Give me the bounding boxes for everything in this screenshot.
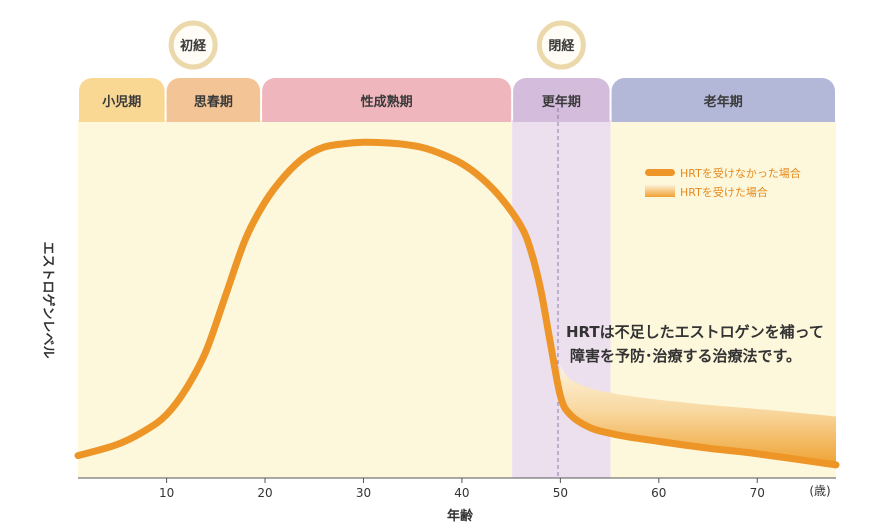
y-axis-title: エストロゲンレベル [40,241,56,358]
x-tick-label-4: 50 [553,486,568,500]
annotation: HRTは不足したエストロゲンを補って 障害を予防･治療する治療法です。 [566,323,824,365]
life-stage-label-3: 更年期 [542,94,581,110]
x-tick-label-2: 30 [356,486,371,500]
x-axis-ticks: 10 20 30 40 50 60 70 [159,478,765,500]
life-stage-label-2: 性成熟期 [361,94,413,110]
event-markers: 初経 閉経 [168,20,586,70]
life-stage-headers: 小児期 思春期 性成熟期 更年期 老年期 [79,78,835,122]
x-tick-label-3: 40 [454,486,469,500]
hrt-series-area [560,366,836,465]
legend-label-no-hrt: HRTを受けなかった場合 [680,166,801,180]
legend-swatch-hrt [645,185,675,197]
x-tick-label-6: 70 [750,486,765,500]
no-hrt-series-line [74,138,840,469]
life-stage-band-0 [78,120,166,478]
life-stage-tab-base-2 [262,100,512,122]
legend-label-hrt: HRTを受けた場合 [680,185,768,199]
life-stage-label-4: 老年期 [703,94,743,110]
life-stage-tab-base-1 [166,100,261,122]
event-marker-1 [536,20,586,70]
life-stage-band-1 [165,120,262,478]
annotation-line-2: 障害を予防･治療する治療法です。 [570,347,801,365]
legend: HRTを受けなかった場合 HRTを受けた場合 [645,166,801,199]
life-stage-tab-base-0 [79,100,165,122]
x-axis-unit: (歳) [809,484,830,498]
event-label-1: 閉経 [548,38,575,54]
x-axis-title: 年齢 [447,508,474,524]
event-label-0: 初経 [180,38,207,54]
event-marker-0 [168,20,218,70]
life-stage-tab-base-4 [611,100,835,122]
life-stage-tab-base-3 [513,100,610,122]
x-tick-label-5: 60 [651,486,666,500]
life-stage-band-2 [261,120,513,478]
x-axis: 10 20 30 40 50 60 70 (歳) 年齢 [78,477,836,524]
legend-swatch-no-hrt [645,169,675,176]
annotation-line-1: HRTは不足したエストロゲンを補って [566,323,824,341]
life-stage-label-1: 思春期 [194,94,233,110]
x-tick-label-1: 20 [257,486,272,500]
life-stage-label-0: 小児期 [102,95,141,110]
x-tick-label-0: 10 [159,486,174,500]
